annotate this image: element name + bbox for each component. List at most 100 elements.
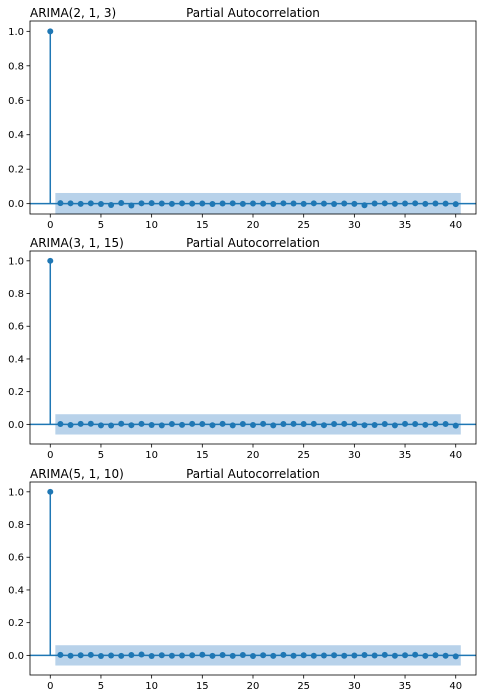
- panel-1-marker-lag-34: [391, 200, 398, 207]
- panel-1-marker-lag-0: [47, 28, 54, 35]
- panel-3-marker-lag-14: [189, 652, 196, 659]
- panel-1-marker-lag-7: [118, 199, 125, 206]
- panel-2-marker-lag-28: [331, 421, 338, 428]
- panel-2-marker-lag-14: [189, 420, 196, 427]
- panel-1-marker-lag-9: [138, 200, 145, 207]
- pacf-panel-3: 0 5 10 15 20 25 30 35 40 0.0 0.2 0.4 0.6 0.8 1.0 ARIM…: [8, 467, 477, 692]
- panel-3-ytick-label-5: 1.0: [8, 487, 24, 498]
- panel-1-marker-lag-13: [179, 200, 186, 207]
- panel-3-marker-lag-37: [422, 652, 429, 659]
- panel-3-marker-lag-26: [310, 652, 317, 659]
- panel-3-marker-lag-33: [381, 651, 388, 658]
- panel-1-ytick-label-4: 0.8: [8, 61, 24, 72]
- panel-2-marker-lag-40: [452, 422, 459, 429]
- panel-2-xtick-label-35: 35: [399, 450, 412, 461]
- panel-3-xtick-label-15: 15: [196, 681, 209, 692]
- panel-1-marker-lag-23: [280, 200, 287, 207]
- panel-3-marker-lag-17: [219, 652, 226, 659]
- panel-3-marker-lag-10: [148, 653, 155, 660]
- panel-3-marker-lag-23: [280, 651, 287, 658]
- panel-2-marker-lag-21: [260, 420, 267, 427]
- panel-3-marker-lag-1: [57, 651, 64, 658]
- panel-2-xtick-label-15: 15: [196, 450, 209, 461]
- panel-2-ytick-label-0: 0.0: [8, 420, 24, 431]
- panel-2-marker-lag-29: [341, 420, 348, 427]
- panel-1-marker-lag-29: [341, 200, 348, 207]
- panel-1-ytick-label-3: 0.6: [8, 96, 24, 107]
- panel-1-ytick-label-1: 0.2: [8, 165, 24, 176]
- panel-3-marker-lag-9: [138, 651, 145, 658]
- panel-2-ytick-label-2: 0.4: [8, 354, 24, 365]
- panel-3-xtick-label-20: 20: [247, 681, 260, 692]
- panel-1-marker-lag-16: [209, 201, 216, 208]
- panel-3-marker-lag-35: [402, 652, 409, 659]
- panel-1-marker-lag-11: [158, 200, 165, 207]
- panel-1-ytick-label-5: 1.0: [8, 27, 24, 38]
- panel-2-marker-lag-12: [168, 421, 175, 428]
- panel-3-marker-lag-36: [412, 651, 419, 658]
- panel-1-marker-lag-26: [310, 200, 317, 207]
- panel-1-marker-lag-31: [361, 202, 368, 209]
- panel-1-title: Partial Autocorrelation: [186, 6, 320, 20]
- panel-3-title: Partial Autocorrelation: [186, 467, 320, 481]
- panel-3-marker-lag-29: [341, 652, 348, 659]
- panel-2-marker-lag-9: [138, 420, 145, 427]
- panel-3-marker-lag-39: [442, 652, 449, 659]
- panel-3-marker-lag-15: [199, 651, 206, 658]
- panel-3-marker-lag-8: [128, 652, 135, 659]
- panel-1-marker-lag-1: [57, 200, 64, 207]
- panel-2-xtick-label-25: 25: [297, 450, 310, 461]
- panel-3-marker-lag-11: [158, 652, 165, 659]
- panel-3-marker-lag-16: [209, 652, 216, 659]
- panel-2-marker-lag-5: [97, 422, 104, 429]
- panel-2-marker-lag-16: [209, 422, 216, 429]
- panel-1-marker-lag-2: [67, 200, 74, 207]
- panel-1-xtick-label-35: 35: [399, 220, 412, 231]
- panel-2-title: Partial Autocorrelation: [186, 236, 320, 250]
- panel-3-xtick-label-10: 10: [145, 681, 158, 692]
- panel-2-marker-lag-3: [77, 420, 84, 427]
- panel-2-marker-lag-32: [371, 422, 378, 429]
- panel-2-marker-lag-27: [320, 422, 327, 429]
- panel-2-marker-lag-6: [108, 422, 115, 429]
- panel-3-xtick-label-0: 0: [47, 681, 53, 692]
- panel-2-marker-lag-15: [199, 421, 206, 428]
- panel-2-marker-lag-0: [47, 257, 54, 264]
- panel-3-marker-lag-40: [452, 653, 459, 660]
- panel-3-marker-lag-5: [97, 653, 104, 660]
- panel-3-marker-lag-32: [371, 652, 378, 659]
- panel-3-marker-lag-20: [250, 653, 256, 660]
- panel-2-marker-lag-20: [250, 422, 256, 429]
- panel-1-marker-lag-35: [402, 200, 409, 207]
- panel-1-marker-lag-33: [381, 200, 388, 207]
- panel-3-marker-lag-18: [229, 652, 236, 659]
- panel-3-marker-lag-21: [260, 652, 267, 659]
- panel-1-xtick-label-15: 15: [196, 220, 209, 231]
- panel-1-marker-lag-40: [452, 201, 459, 208]
- panel-3-marker-lag-13: [179, 652, 186, 659]
- panel-1-marker-lag-27: [320, 200, 327, 207]
- panel-1-xtick-label-10: 10: [145, 220, 158, 231]
- panel-1-marker-lag-39: [442, 200, 449, 207]
- panel-1-axes-frame: [29, 20, 477, 215]
- panel-3-model-label: ARIMA(5, 1, 10): [30, 467, 124, 481]
- panel-2-xtick-label-10: 10: [145, 450, 158, 461]
- panel-1-marker-lag-17: [219, 200, 226, 207]
- panel-3-marker-lag-12: [168, 652, 175, 659]
- panel-2-xtick-label-5: 5: [98, 450, 104, 461]
- panel-1-marker-lag-8: [128, 202, 135, 209]
- panel-3-marker-lag-34: [391, 652, 398, 659]
- panel-3-marker-lag-2: [67, 652, 74, 659]
- panel-1-marker-lag-37: [422, 200, 429, 207]
- panel-2-marker-lag-23: [280, 421, 287, 428]
- panel-1-ytick-label-0: 0.0: [8, 199, 24, 210]
- panel-1-xtick-label-30: 30: [348, 220, 361, 231]
- panel-1-xtick-label-40: 40: [449, 220, 462, 231]
- panel-2-marker-lag-35: [402, 420, 409, 427]
- panel-1-marker-lag-22: [270, 201, 277, 208]
- panel-2-model-label: ARIMA(3, 1, 15): [30, 236, 124, 250]
- panel-1-marker-lag-21: [260, 200, 267, 207]
- panel-1-ytick-label-2: 0.4: [8, 130, 24, 141]
- panel-2-marker-lag-30: [351, 421, 358, 428]
- panel-1-marker-lag-20: [250, 200, 256, 207]
